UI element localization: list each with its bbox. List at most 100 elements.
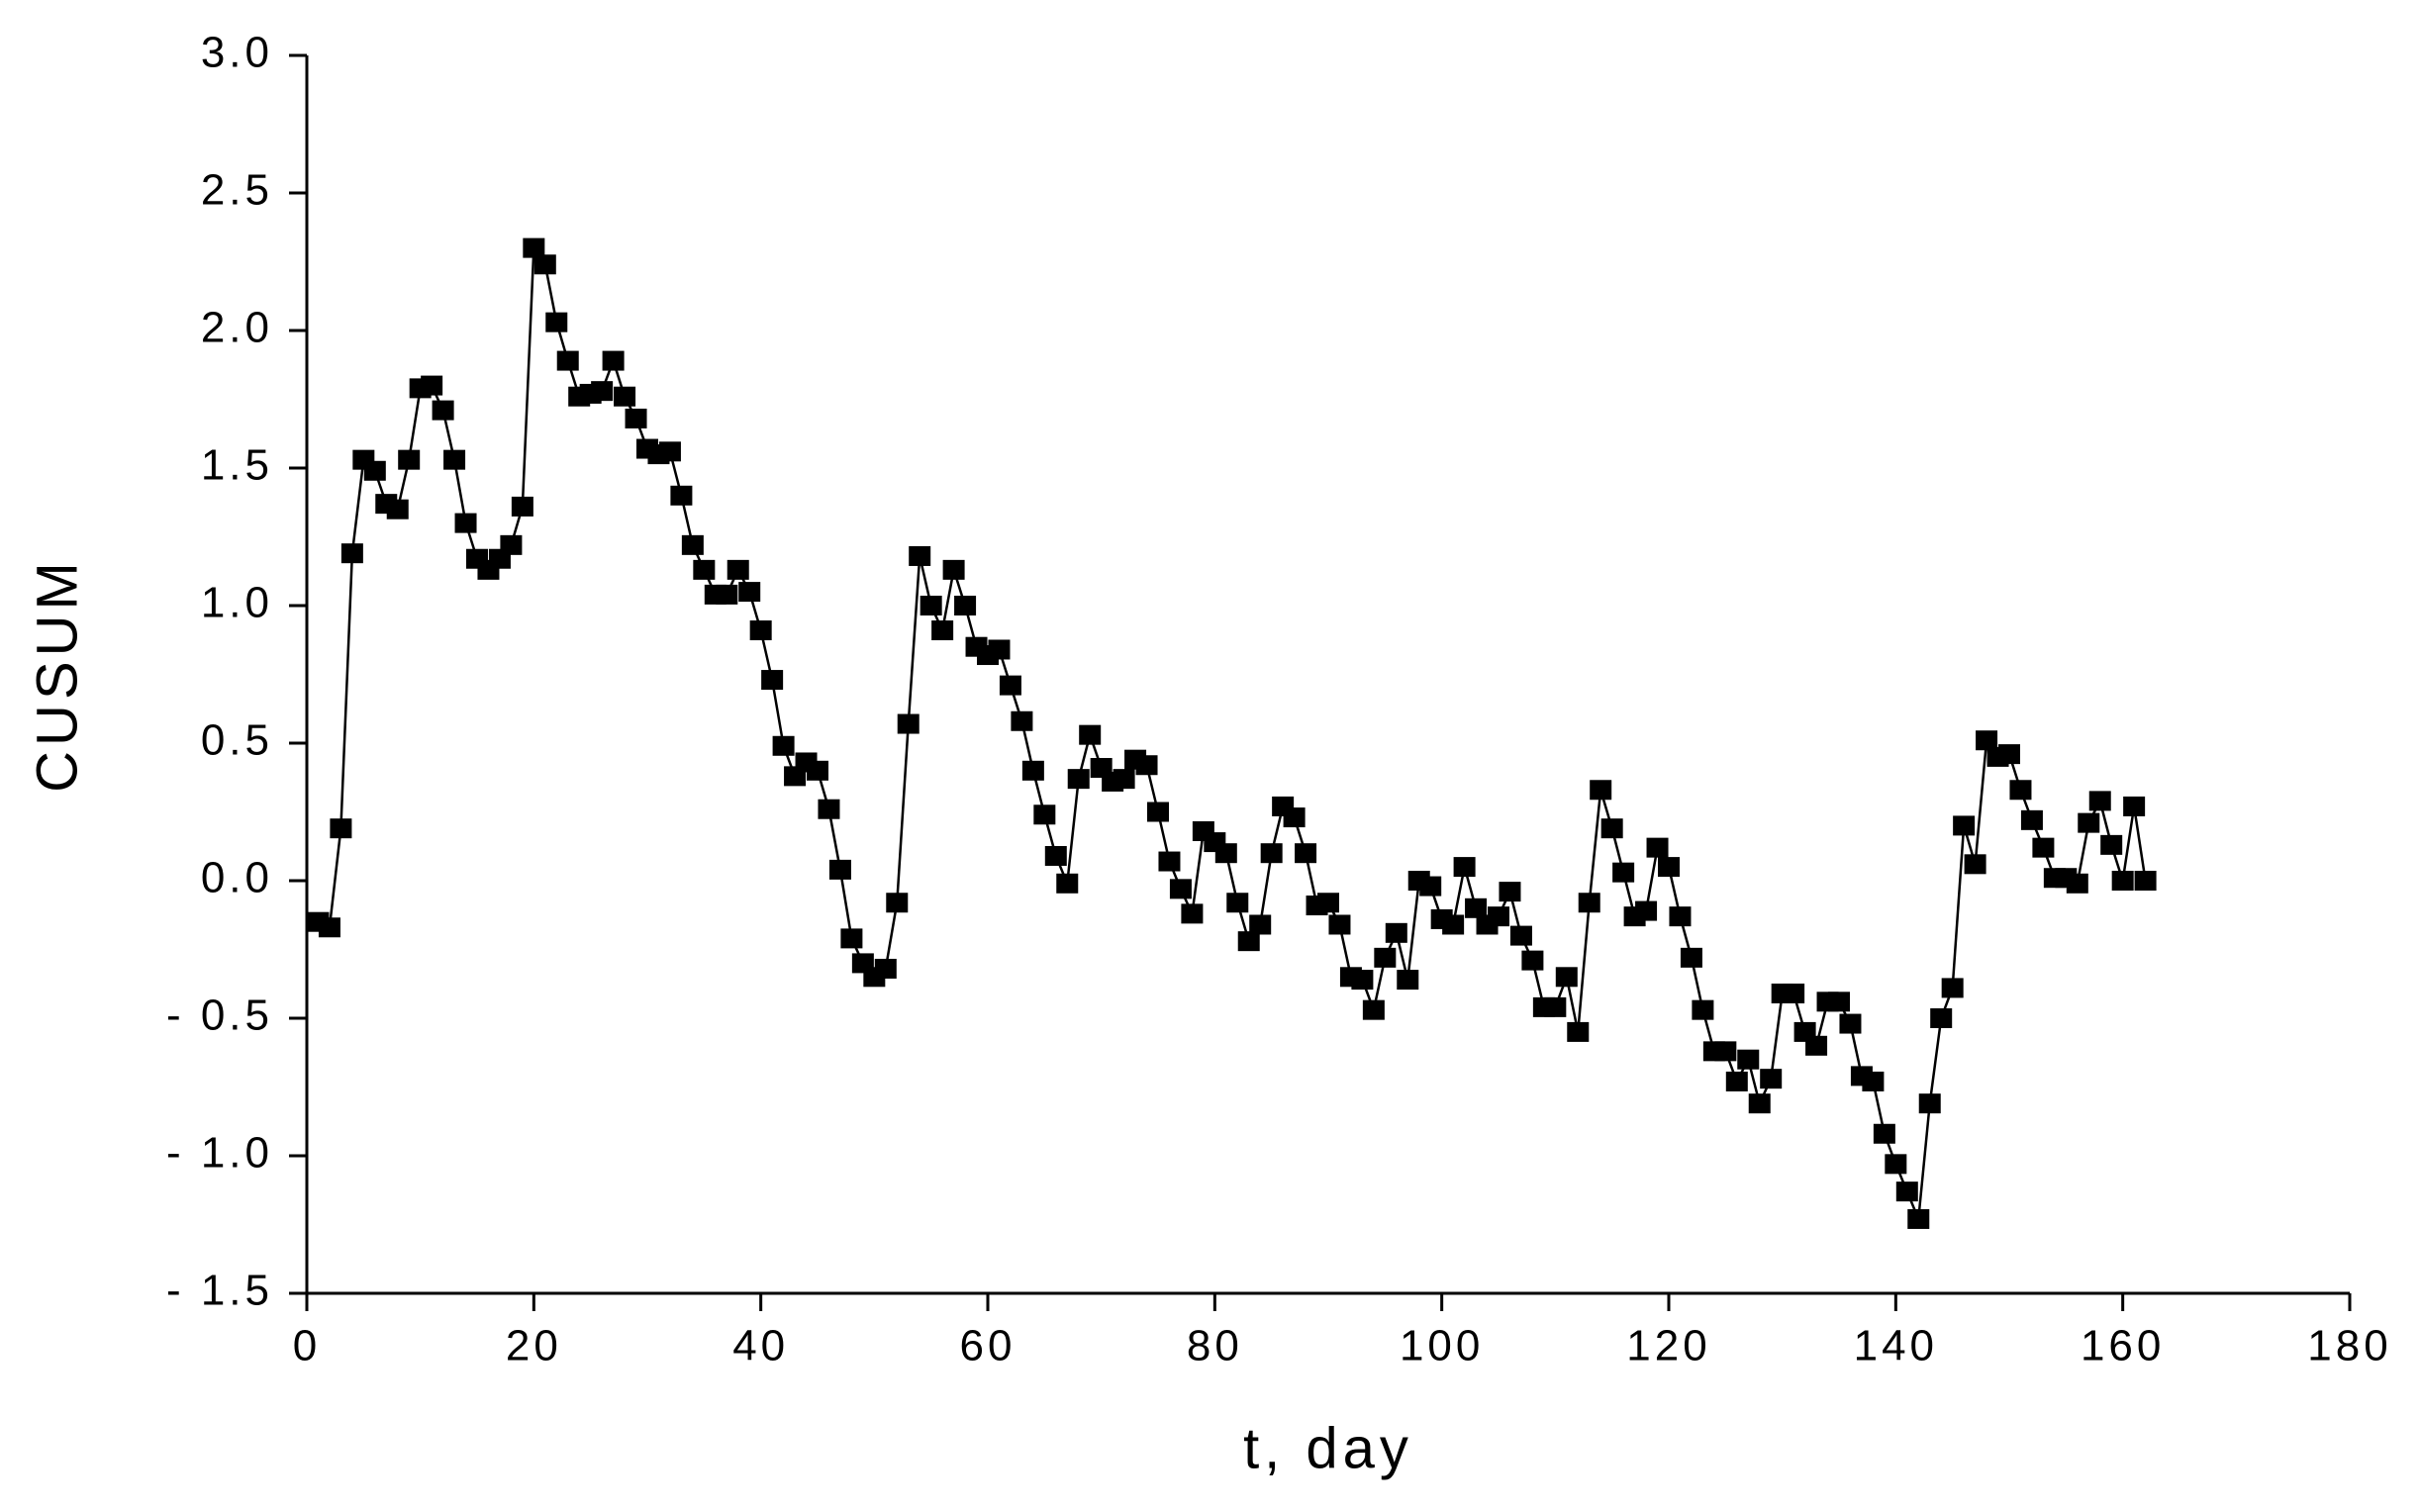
data-point — [2134, 871, 2157, 891]
data-point — [1226, 893, 1249, 913]
data-point — [1249, 914, 1272, 935]
data-point — [1214, 843, 1237, 864]
data-point — [454, 513, 477, 533]
data-point — [1646, 837, 1669, 858]
data-point — [1499, 882, 1521, 902]
data-point — [1635, 900, 1658, 921]
data-point — [2111, 871, 2134, 891]
data-point — [716, 584, 738, 605]
data-point — [1544, 996, 1567, 1017]
data-point — [1680, 947, 1702, 968]
data-point — [954, 596, 977, 615]
data-point — [1692, 999, 1714, 1020]
data-point — [2088, 791, 2111, 811]
x-tick-label: 80 — [1187, 1322, 1243, 1370]
data-point — [1385, 922, 1407, 943]
data-point — [1578, 893, 1600, 913]
data-point — [1044, 845, 1067, 866]
data-point — [1658, 857, 1680, 878]
data-point — [2066, 873, 2088, 894]
data-point — [2078, 812, 2100, 833]
data-point — [500, 534, 523, 555]
data-point — [772, 735, 795, 756]
data-point — [2009, 780, 2032, 801]
data-point — [920, 596, 942, 615]
data-point — [897, 713, 920, 734]
data-point — [1521, 950, 1544, 971]
data-point — [1895, 1181, 1918, 1202]
x-tick-label: 20 — [506, 1322, 562, 1370]
y-tick-label: 2.5 — [201, 166, 273, 215]
data-point — [749, 620, 772, 641]
data-point — [318, 917, 340, 938]
data-point — [1725, 1071, 1748, 1091]
data-point — [1237, 931, 1260, 952]
data-point — [2100, 834, 2123, 855]
data-point — [614, 386, 636, 407]
data-point — [1600, 818, 1623, 839]
data-point — [1079, 724, 1102, 745]
y-tick-label: 1.0 — [201, 579, 273, 627]
data-point — [1555, 967, 1578, 988]
data-point — [1283, 807, 1306, 828]
data-point — [1567, 1021, 1590, 1042]
data-point — [1612, 862, 1635, 883]
data-point — [1964, 854, 1986, 875]
data-point — [1805, 1035, 1828, 1056]
data-point — [818, 799, 840, 819]
data-point — [1953, 815, 1976, 836]
data-point — [1907, 1208, 1930, 1229]
y-tick-label: - 0.5 — [166, 992, 273, 1040]
data-point — [625, 408, 647, 428]
data-point — [909, 545, 931, 566]
data-point — [1590, 780, 1612, 801]
data-point — [807, 760, 828, 781]
data-point — [670, 485, 693, 506]
data-point — [1862, 1071, 1885, 1091]
data-point — [2032, 837, 2055, 858]
data-point — [1918, 1093, 1941, 1114]
y-tick-label: - 1.5 — [166, 1267, 273, 1315]
data-point — [1147, 802, 1169, 822]
data-point — [2123, 796, 2146, 816]
data-point — [658, 441, 681, 462]
data-point — [398, 449, 421, 470]
data-point — [523, 237, 545, 258]
y-tick-label: 0.0 — [201, 854, 273, 902]
data-point — [1873, 1123, 1895, 1144]
data-point — [1998, 744, 2020, 765]
data-point — [602, 350, 625, 371]
data-point — [693, 559, 716, 580]
data-point — [840, 928, 863, 949]
data-point — [1158, 851, 1181, 872]
x-axis-title: t, day — [1243, 1416, 1413, 1480]
data-point — [1181, 903, 1204, 924]
data-point — [591, 381, 614, 402]
data-point — [386, 499, 409, 520]
data-point — [931, 620, 954, 641]
data-point — [1033, 804, 1056, 825]
data-point — [1351, 970, 1374, 991]
x-tick-label: 160 — [2081, 1322, 2165, 1370]
data-point — [738, 582, 761, 603]
y-tick-label: 2.0 — [201, 304, 273, 352]
data-point — [1295, 843, 1317, 864]
data-point — [1828, 992, 1850, 1012]
data-point — [942, 559, 965, 580]
data-point — [726, 559, 749, 580]
data-point — [340, 543, 363, 564]
data-point — [1930, 1008, 1953, 1028]
data-point — [1714, 1041, 1737, 1062]
data-point — [1374, 947, 1397, 968]
data-point — [1021, 760, 1044, 781]
x-tick-label: 100 — [1400, 1322, 1484, 1370]
data-point — [1135, 755, 1158, 776]
data-point — [1260, 843, 1283, 864]
data-point — [545, 312, 568, 332]
data-point — [1465, 898, 1488, 918]
data-point — [1113, 769, 1135, 790]
data-point — [1328, 914, 1351, 935]
x-tick-label: 180 — [2307, 1322, 2391, 1370]
